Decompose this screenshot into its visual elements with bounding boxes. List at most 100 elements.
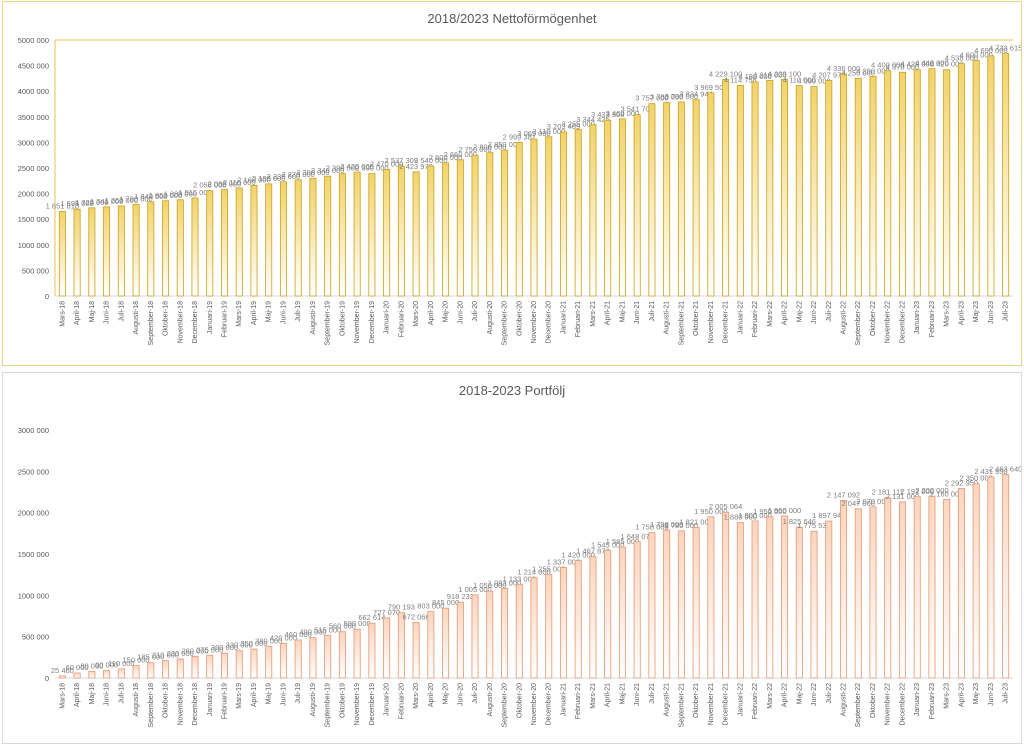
data-label: 1 860 000 <box>149 191 182 200</box>
data-label: 2 463 640 <box>989 464 1021 473</box>
x-tick-label: Mars-20 <box>413 301 420 327</box>
data-label: 1 790 000 <box>650 520 683 529</box>
x-tick-label: December-18 <box>192 301 199 344</box>
data-label: 490 000 <box>299 627 326 636</box>
bar <box>618 546 626 679</box>
bar <box>103 206 111 297</box>
x-tick-label: Juni-20 <box>457 301 464 324</box>
x-tick-label: April-19 <box>251 301 258 325</box>
bar <box>58 211 66 297</box>
data-label: 845 000 <box>432 598 459 607</box>
x-tick-label: April-23 <box>958 301 965 325</box>
data-label: 4 110 000 <box>783 76 816 85</box>
data-label: 380 000 <box>255 637 282 646</box>
data-label: 3 065 000 <box>517 129 550 138</box>
x-tick-label: Februari-19 <box>221 683 228 719</box>
data-label: 1 775 530 <box>797 521 830 530</box>
data-label: 3 541 706 <box>620 105 653 114</box>
x-tick-label: Juli-23 <box>1003 301 1010 322</box>
data-label: 1 722 000 <box>75 198 108 207</box>
x-tick-label: November-18 <box>177 683 184 726</box>
x-tick-label: Augusti-19 <box>310 301 317 335</box>
bar <box>648 532 656 679</box>
y-tick-label: 500 000 <box>22 266 49 275</box>
bar <box>368 622 376 679</box>
bar <box>235 650 243 679</box>
data-label: 2 270 000 <box>281 170 314 179</box>
data-label: 1 651 818 <box>46 201 79 210</box>
data-label: 662 614 <box>358 613 385 622</box>
data-label: 2 080 000 <box>208 180 241 189</box>
x-tick-label: Juli-20 <box>472 683 479 704</box>
bar <box>294 179 302 297</box>
bar <box>795 85 803 297</box>
bar <box>736 84 744 297</box>
bar <box>707 92 715 297</box>
data-label: 1 900 000 <box>738 511 771 520</box>
chart-title: 2018/2023 Nettoförmögenhet <box>427 11 597 26</box>
data-label: 1 950 000 <box>694 507 727 516</box>
x-tick-label: December-20 <box>546 301 553 344</box>
bar <box>928 495 936 679</box>
bar <box>147 201 155 297</box>
bar <box>633 114 641 297</box>
data-label: 2 431 950 <box>974 467 1007 476</box>
x-tick-label: September-19 <box>325 683 332 727</box>
x-tick-label: Maj-23 <box>973 301 980 323</box>
x-tick-label: Mars-20 <box>413 683 420 709</box>
bar <box>618 118 626 297</box>
bar <box>103 670 111 679</box>
x-tick-label: Oktober-18 <box>163 683 170 718</box>
bar <box>648 103 656 297</box>
data-label: 4 690 000 <box>974 46 1007 55</box>
x-tick-label: Maj-20 <box>443 683 450 705</box>
bar <box>545 136 553 297</box>
bar <box>869 75 877 297</box>
bar <box>250 185 258 297</box>
bar <box>736 522 744 679</box>
bar <box>898 501 906 679</box>
data-label: 3 969 508 <box>694 83 727 92</box>
data-label: 4 229 100 <box>709 69 742 78</box>
bar <box>810 86 818 297</box>
x-tick-label: Mars-19 <box>236 683 243 709</box>
x-tick-label: Juni-22 <box>811 683 818 706</box>
x-tick-label: November-20 <box>531 683 538 726</box>
x-tick-label: December-22 <box>899 683 906 726</box>
data-label: 2 147 092 <box>827 491 860 500</box>
x-tick-label: Januari-20 <box>384 301 391 334</box>
data-label: 3 255 000 <box>562 119 595 128</box>
data-label: 1 255 000 <box>532 564 565 573</box>
data-label: 1 648 071 <box>620 532 653 541</box>
data-label: 4 210 000 <box>753 70 786 79</box>
data-label: 1 545 000 <box>591 540 624 549</box>
networth-bar-chart: 2018/2023 Nettoförmögenhet 0 500 000 1000 … <box>18 11 1021 345</box>
x-tick-label: Augusti-20 <box>487 301 494 335</box>
bar <box>368 173 376 297</box>
x-tick-label: Januari-19 <box>207 683 214 716</box>
data-label: 4 090 000 <box>797 77 830 86</box>
x-tick-label: Oktober-21 <box>693 683 700 718</box>
data-label: 3 344 425 <box>576 115 609 124</box>
y-tick-label: 4000 000 <box>18 87 49 96</box>
y-tick-label: 2500 000 <box>18 164 49 173</box>
data-label: 2 470 000 <box>370 160 403 169</box>
x-tick-label: Oktober-20 <box>516 301 523 336</box>
data-label: 2 390 000 <box>355 164 388 173</box>
bar <box>397 612 405 679</box>
x-tick-label: April-22 <box>782 301 789 325</box>
data-label: 25 460 <box>51 666 74 675</box>
x-tick-label: November-22 <box>885 301 892 344</box>
bar <box>913 69 921 297</box>
bar <box>957 488 965 679</box>
x-tick-label: September-21 <box>678 301 685 345</box>
x-tick-label: Maj-18 <box>89 301 96 323</box>
data-label: 2 056 000 <box>193 181 226 190</box>
bar <box>471 594 479 679</box>
bar <box>972 483 980 679</box>
data-label: 1 760 000 <box>105 196 138 205</box>
data-label: 560 000 <box>329 622 356 631</box>
x-tick-label: Maj-21 <box>619 301 626 323</box>
bar <box>663 529 671 679</box>
bar <box>633 541 641 679</box>
